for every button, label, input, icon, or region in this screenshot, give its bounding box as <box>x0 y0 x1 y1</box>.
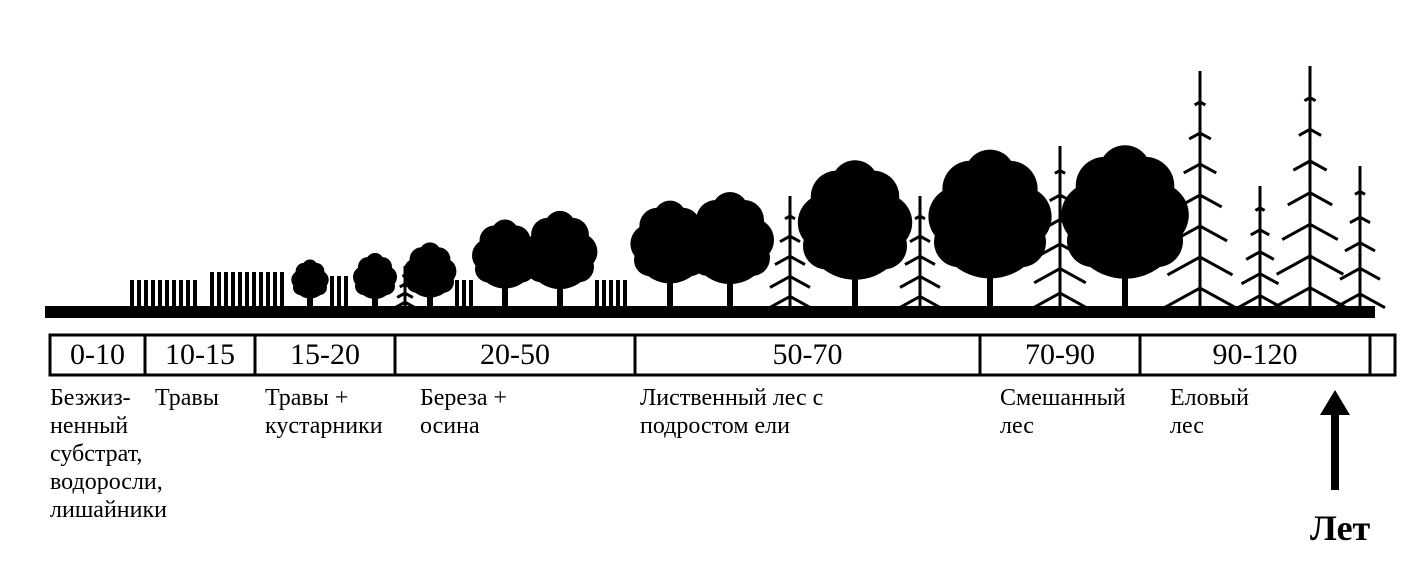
stage-description-line: лес <box>1170 413 1204 439</box>
stage-description-line: Травы + <box>265 385 348 411</box>
stage-description-line: Лиственный лес с <box>640 385 823 411</box>
stage-description-line: Травы <box>155 385 219 411</box>
stage-description-line: лишайники <box>50 497 167 523</box>
stage-description-line: субстрат, <box>50 441 142 467</box>
stage-description-line: Смешанный <box>1000 385 1126 411</box>
stage-description-line: Безжиз- <box>50 385 131 411</box>
axis-label: Лет <box>1310 508 1371 548</box>
stage-description-line: кустарники <box>265 413 383 439</box>
timeline-cell-label: 15-20 <box>290 338 360 371</box>
stage-description-line: лес <box>1000 413 1034 439</box>
stage-description-line: осина <box>420 413 480 439</box>
timeline-cell-label: 90-120 <box>1213 338 1298 371</box>
timeline-cell-label: 0-10 <box>70 338 125 371</box>
stage-description-line: Еловый <box>1170 385 1249 411</box>
timeline-cell-label: 20-50 <box>480 338 550 371</box>
stage-description-line: Береза + <box>420 385 507 411</box>
timeline-cell-label: 50-70 <box>773 338 843 371</box>
stage-description-line: ненный <box>50 413 128 439</box>
timeline-cell-label: 70-90 <box>1025 338 1095 371</box>
succession-diagram: 0-10 10-15 15-20 20-50 50-70 70-90 90-120 Безжи… <box>0 0 1418 564</box>
stage-description-line: подростом ели <box>640 413 790 439</box>
stage-description-line: водоросли, <box>50 469 163 495</box>
timeline-cell-label: 10-15 <box>165 338 235 371</box>
ground-line <box>45 306 1375 318</box>
